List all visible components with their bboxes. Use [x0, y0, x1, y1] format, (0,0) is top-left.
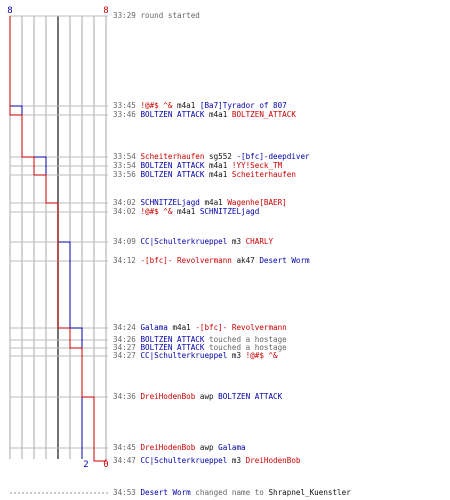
event-text: BOLTZEN ATTACK	[140, 110, 205, 119]
event-text: -[bfc]- Revolvermann	[140, 256, 232, 265]
event-text: m4a1	[172, 207, 200, 216]
event-row: 33:54 BOLTZEN ATTACK m4a1 !YY!Seck_TM	[113, 161, 282, 170]
event-time: 34:02	[113, 198, 136, 207]
event-text: !@#$ ^&	[245, 351, 278, 360]
event-row: 34:27 BOLTZEN ATTACK touched a hostage	[113, 343, 287, 352]
event-row: 34:53 Desert Worm changed name to Shrapn…	[113, 488, 351, 497]
event-text: Galama	[140, 323, 168, 332]
event-text: -[bfc]-deepdiver	[236, 152, 310, 161]
event-time: 34:26	[113, 335, 136, 344]
event-time: 34:53	[113, 488, 136, 497]
event-row: 33:56 BOLTZEN ATTACK m4a1 Scheiterhaufen	[113, 170, 296, 179]
event-row: 34:36 DreiHodenBob awp BOLTZEN ATTACK	[113, 392, 282, 401]
event-text: m3	[227, 456, 246, 465]
event-text: CC|Schulterkrueppel	[140, 237, 228, 246]
event-text: m4a1	[172, 101, 200, 110]
series-end-label-1: 0	[103, 460, 108, 470]
event-text: Galama	[218, 443, 246, 452]
event-text: m4a1	[167, 323, 196, 332]
event-text: BOLTZEN ATTACK	[140, 161, 205, 170]
event-row: 34:12 -[bfc]- Revolvermann ak47 Desert W…	[113, 256, 310, 265]
event-text: DreiHodenBob	[245, 456, 301, 465]
event-row: 34:45 DreiHodenBob awp Galama	[113, 443, 246, 452]
event-row: 33:46 BOLTZEN ATTACK m4a1 BOLTZEN_ATTACK	[113, 110, 296, 119]
event-time: 34:24	[113, 323, 136, 332]
event-time: 34:12	[113, 256, 136, 265]
event-text: m4a1	[204, 170, 232, 179]
event-text: Desert Worm	[259, 256, 310, 265]
event-time: 33:29	[113, 11, 136, 20]
event-text: Desert Worm	[140, 488, 191, 497]
event-text: Scheiterhaufen	[231, 170, 296, 179]
event-text: SCHNITZELjagd	[199, 207, 260, 216]
event-text: SCHNITZELjagd	[140, 198, 200, 207]
event-text: Wagenhe[BAER]	[227, 198, 287, 207]
event-row: 33:29 round started	[113, 11, 200, 20]
event-time: 34:27	[113, 343, 136, 352]
event-time: 34:45	[113, 443, 136, 452]
event-time: 34:47	[113, 456, 136, 465]
event-row: 34:02 SCHNITZELjagd m4a1 Wagenhe[BAER]	[113, 198, 287, 207]
event-time: 34:09	[113, 237, 136, 246]
event-text: DreiHodenBob	[140, 443, 196, 452]
series-line-1	[9, 16, 107, 462]
event-text: touched a hostage	[204, 335, 287, 344]
event-text: !@#$ ^&	[140, 101, 173, 110]
event-time: 33:54	[113, 161, 136, 170]
event-time: 33:45	[113, 101, 136, 110]
event-text: !@#$ ^&	[140, 207, 173, 216]
event-text: BOLTZEN ATTACK	[140, 170, 205, 179]
event-text: CC|Schulterkrueppel	[140, 351, 228, 360]
series-start-label-1: 8	[103, 6, 108, 16]
event-time: 34:27	[113, 351, 136, 360]
event-row: 33:54 Scheiterhaufen sg552 -[bfc]-deepdi…	[113, 152, 310, 161]
event-text: [Ba7]Tyrador of 807	[199, 101, 287, 110]
series-start-label-0: 8	[7, 6, 12, 16]
event-text: BOLTZEN ATTACK	[140, 343, 205, 352]
event-text: m4a1	[204, 161, 232, 170]
event-text: round started	[140, 11, 200, 20]
event-time: 34:02	[113, 207, 136, 216]
event-text: Shrapnel_Kuenstler	[268, 488, 351, 497]
event-text: !YY!Seck_TM	[231, 161, 283, 170]
event-text: m3	[227, 351, 246, 360]
event-text: CC|Schulterkrueppel	[140, 456, 228, 465]
event-time: 33:56	[113, 170, 136, 179]
event-text: changed name to	[190, 488, 269, 497]
event-text: CHARLY	[245, 237, 274, 246]
event-text: BOLTZEN_ATTACK	[231, 110, 296, 119]
event-time: 33:54	[113, 152, 136, 161]
event-text: BOLTZEN ATTACK	[218, 392, 283, 401]
event-row: 34:27 CC|Schulterkrueppel m3 !@#$ ^&	[113, 351, 278, 360]
event-time: 33:46	[113, 110, 136, 119]
event-text: Scheiterhaufen	[140, 152, 205, 161]
event-text: m4a1	[204, 110, 232, 119]
event-time: 34:36	[113, 392, 136, 401]
event-text: awp	[195, 443, 219, 452]
event-text: sg552	[204, 152, 237, 161]
event-text: m3	[227, 237, 246, 246]
event-row: 34:02 !@#$ ^& m4a1 SCHNITZELjagd	[113, 207, 259, 216]
event-row: 34:47 CC|Schulterkrueppel m3 DreiHodenBo…	[113, 456, 300, 465]
event-text: BOLTZEN ATTACK	[140, 335, 205, 344]
event-text: DreiHodenBob	[140, 392, 196, 401]
event-row: 34:26 BOLTZEN ATTACK touched a hostage	[113, 335, 287, 344]
event-row: 34:09 CC|Schulterkrueppel m3 CHARLY	[113, 237, 273, 246]
event-text: m4a1	[199, 198, 228, 207]
event-text: touched a hostage	[204, 343, 287, 352]
series-end-label-0: 2	[83, 460, 88, 470]
event-text: ak47	[231, 256, 260, 265]
event-text: awp	[195, 392, 219, 401]
event-row: 34:24 Galama m4a1 -[bfc]- Revolvermann	[113, 323, 287, 332]
event-row: 33:45 !@#$ ^& m4a1 [Ba7]Tyrador of 807	[113, 101, 287, 110]
event-text: -[bfc]- Revolvermann	[195, 323, 287, 332]
